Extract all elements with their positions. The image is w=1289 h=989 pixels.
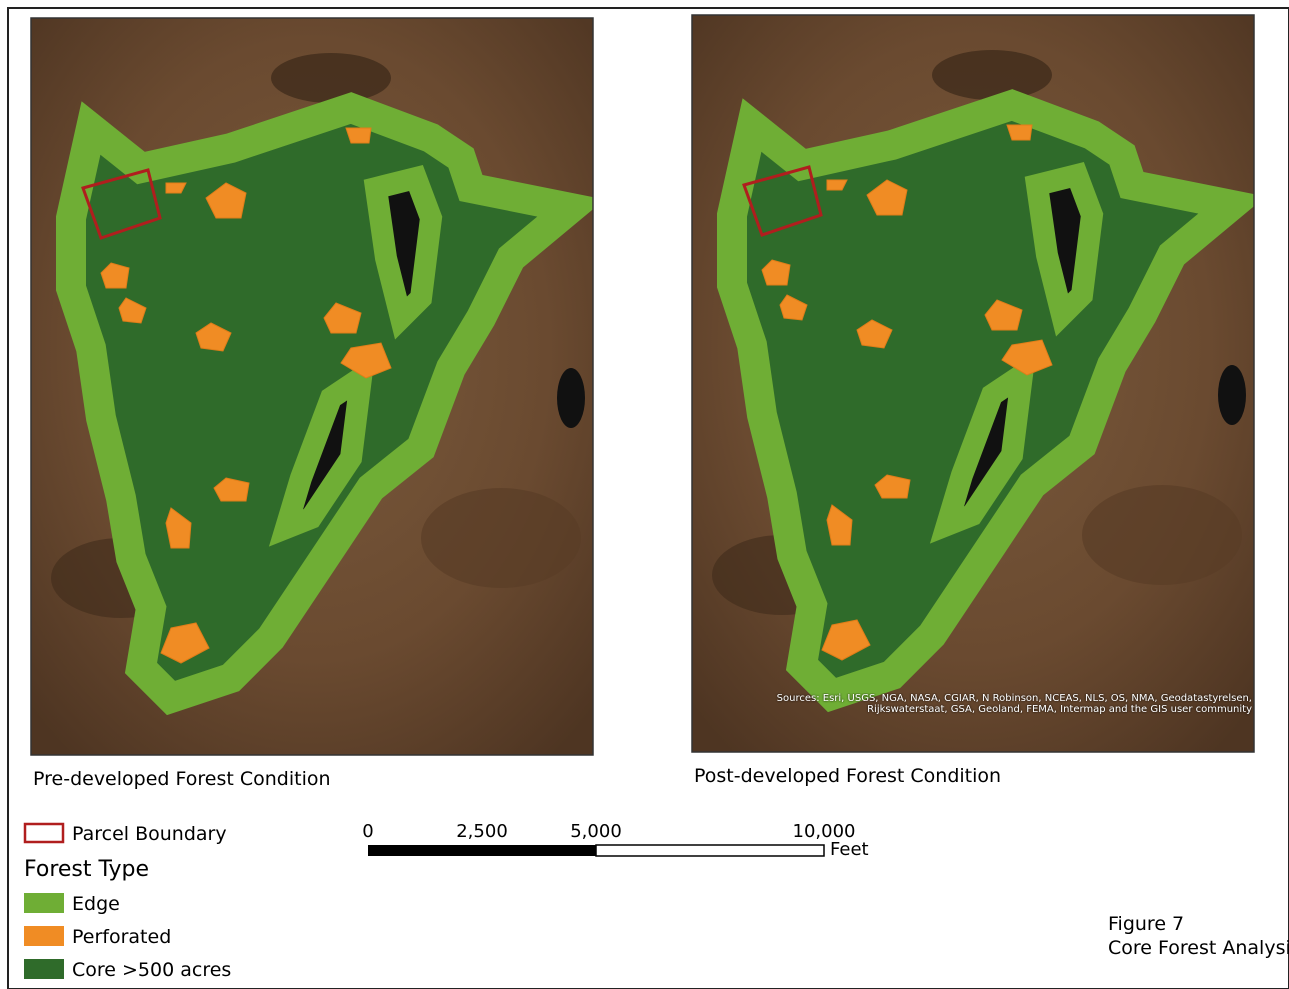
attribution-box: Sources: Esri, USGS, NGA, NASA, CGIAR, N… <box>752 693 1252 749</box>
legend-label: Parcel Boundary <box>72 823 227 845</box>
legend-heading: Forest Type <box>24 857 149 882</box>
scale-bar: Feet 0 2,500 5,000 10,000 <box>362 821 868 860</box>
legend: Parcel Boundary Forest Type Edge Perforat… <box>24 823 231 981</box>
map-caption: Post-developed Forest Condition <box>694 765 1001 787</box>
attribution: Sources: Esri, USGS, NGA, NASA, CGIAR, N… <box>752 693 1252 715</box>
scale-label: 2,500 <box>456 821 508 842</box>
legend-swatch <box>24 893 64 913</box>
scale-label: 5,000 <box>570 821 622 842</box>
legend-swatch <box>24 959 64 979</box>
scale-unit: Feet <box>830 839 869 860</box>
legend-label: Edge <box>72 893 120 915</box>
map-caption: Pre-developed Forest Condition <box>33 768 331 790</box>
figure-page: Pre-developed Forest Condition Sources: … <box>0 0 1289 989</box>
legend-swatch <box>24 926 64 946</box>
scale-label: 0 <box>362 821 373 842</box>
figure-title: Core Forest Analysis <box>1108 937 1289 959</box>
legend-label: Core >500 acres <box>72 959 231 981</box>
figure-number: Figure 7 <box>1108 913 1184 935</box>
scale-label: 10,000 <box>793 821 856 842</box>
map-post: Sources: Esri, USGS, NGA, NASA, CGIAR, N… <box>692 15 1254 752</box>
map-pre <box>31 18 593 755</box>
legend-label: Perforated <box>72 926 171 948</box>
figure: Pre-developed Forest Condition Sources: … <box>0 0 1289 989</box>
